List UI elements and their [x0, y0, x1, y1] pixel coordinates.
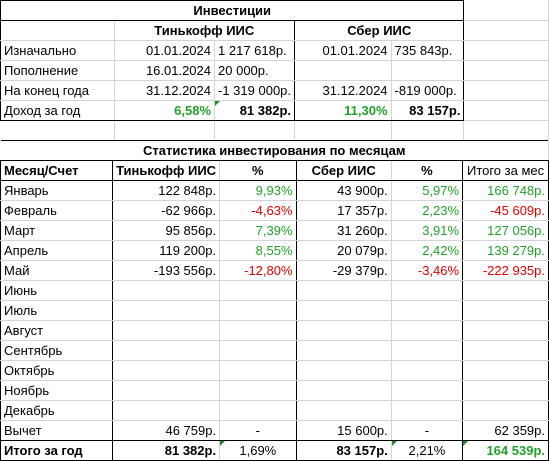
- spacer-row: [0, 120, 549, 141]
- total-row: Итого за год 81 382р. 1,69% 83 157р. 2,2…: [0, 440, 549, 461]
- total-sber[interactable]: 83 157р.: [296, 440, 392, 461]
- table-row: На конец года 31.12.2024 -1 319 000р. 31…: [0, 80, 549, 101]
- investments-title[interactable]: Инвестиции: [0, 0, 465, 21]
- investments-title-row: Инвестиции: [0, 0, 549, 21]
- table-row: Апрель 119 200р. 8,55% 20 079р. 2,42% 13…: [0, 240, 549, 261]
- table-row: Март 95 856р. 7,39% 31 260р. 3,91% 127 0…: [0, 220, 549, 241]
- tinkoff-income-pct[interactable]: 6,58%: [114, 100, 216, 121]
- stats-title-row: Статистика инвестирования по месяцам: [0, 140, 549, 161]
- table-row: Май -193 556р. -12,80% -29 379р. -3,46% …: [0, 260, 549, 281]
- investments-header-row: Тинькофф ИИС Сбер ИИС: [0, 20, 549, 41]
- tinkoff-income-value[interactable]: 81 382р.: [214, 100, 296, 121]
- table-row: Август: [0, 320, 549, 341]
- stats-title[interactable]: Статистика инвестирования по месяцам: [0, 140, 549, 161]
- total-sber-pct[interactable]: 2,21%: [391, 440, 464, 461]
- table-row: Сентябрь: [0, 340, 549, 361]
- investments-table: Инвестиции Тинькофф ИИС Сбер ИИС Изначал…: [0, 0, 549, 141]
- total-tinkoff[interactable]: 81 382р.: [112, 440, 221, 461]
- table-row: Декабрь: [0, 400, 549, 421]
- income-row: Доход за год 6,58% 81 382р. 11,30% 83 15…: [0, 100, 549, 121]
- total-overall[interactable]: 164 539р.: [462, 440, 549, 461]
- stats-header-row: Месяц/Счет Тинькофф ИИС % Сбер ИИС % Ито…: [0, 160, 549, 181]
- monthly-stats-table: Статистика инвестирования по месяцам Мес…: [0, 140, 549, 461]
- table-row: Февраль -62 966р. -4,63% 17 357р. 2,23% …: [0, 200, 549, 221]
- table-row: Октябрь: [0, 360, 549, 381]
- table-row: Июль: [0, 300, 549, 321]
- header-sber[interactable]: Сбер ИИС: [294, 20, 465, 41]
- table-row: Изначально 01.01.2024 1 217 618р. 01.01.…: [0, 40, 549, 61]
- table-row: Ноябрь: [0, 380, 549, 401]
- header-tinkoff[interactable]: Тинькофф ИИС: [113, 20, 296, 41]
- sber-income-pct[interactable]: 11,30%: [294, 100, 392, 121]
- table-row: Пополнение 16.01.2024 20 000р.: [0, 60, 549, 81]
- sber-income-value[interactable]: 83 157р.: [391, 100, 465, 121]
- table-row: Вычет 46 759р. - 15 600р. - 62 359р.: [0, 420, 549, 441]
- table-row: Июнь: [0, 280, 549, 301]
- table-row: Январь 122 848р. 9,93% 43 900р. 5,97% 16…: [0, 180, 549, 201]
- total-tinkoff-pct[interactable]: 1,69%: [219, 440, 297, 461]
- total-label[interactable]: Итого за год: [0, 440, 114, 461]
